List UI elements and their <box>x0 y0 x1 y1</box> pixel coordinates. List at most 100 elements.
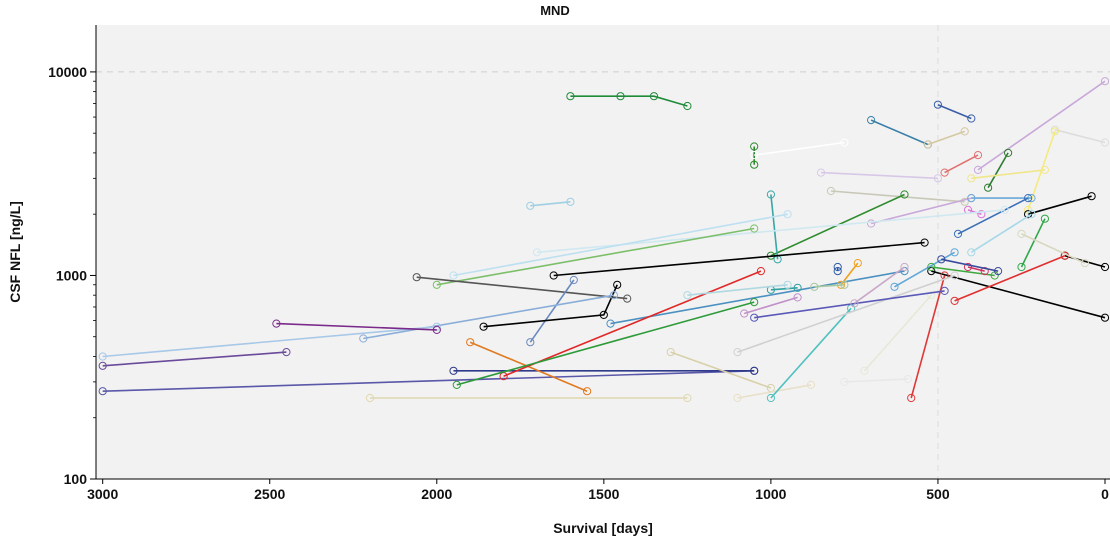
data-point <box>937 255 946 264</box>
data-point <box>1100 262 1110 272</box>
data-point <box>452 380 461 389</box>
data-point <box>733 393 742 403</box>
data-point <box>449 366 458 375</box>
series-52 <box>733 271 959 357</box>
data-point <box>583 387 592 396</box>
data-point <box>1050 127 1060 136</box>
data-point <box>783 280 792 289</box>
series-line <box>1054 128 1106 144</box>
series-line <box>743 296 798 315</box>
data-point <box>432 280 441 289</box>
series-line <box>363 294 615 340</box>
data-point <box>750 142 759 151</box>
series-line <box>910 275 946 399</box>
series-56 <box>683 280 792 300</box>
data-point <box>960 197 969 206</box>
data-point <box>683 393 692 403</box>
data-point <box>1100 313 1110 322</box>
data-point <box>806 380 816 389</box>
series-line <box>102 325 437 358</box>
series-line <box>967 266 985 272</box>
series-line <box>1020 218 1046 268</box>
series-line <box>931 270 1106 319</box>
series-layer <box>98 77 1110 403</box>
series-line <box>844 378 908 383</box>
data-point <box>750 160 759 169</box>
data-point <box>566 92 575 101</box>
data-point <box>840 280 849 289</box>
data-point <box>973 165 983 174</box>
data-point <box>740 309 749 318</box>
series-line <box>863 294 932 372</box>
axes: 3000 2500 2000 1500 1000 500 0 100 1000 10000 <box>48 25 1110 502</box>
data-point <box>1024 194 1033 203</box>
data-point <box>1004 148 1013 157</box>
data-point <box>950 271 959 280</box>
data-point <box>1027 210 1036 219</box>
series-line <box>754 141 845 156</box>
series-line <box>416 276 628 300</box>
data-point <box>683 291 692 300</box>
series-line <box>944 154 979 174</box>
series-6 <box>750 138 849 160</box>
series-line <box>927 130 965 146</box>
data-point <box>1017 262 1026 272</box>
series-line <box>870 119 929 146</box>
data-point <box>903 374 913 384</box>
data-point <box>1100 138 1110 147</box>
series-51 <box>860 291 936 375</box>
series-line <box>954 254 1066 302</box>
series-line <box>977 80 1106 171</box>
data-point <box>623 294 632 303</box>
y-tick-label: 1000 <box>56 267 87 283</box>
data-point <box>412 273 421 282</box>
series-line <box>814 284 845 288</box>
series-59 <box>810 280 849 291</box>
series-28 <box>549 238 929 280</box>
series-47 <box>733 380 816 403</box>
data-point <box>840 377 849 386</box>
data-point <box>927 291 936 300</box>
data-point <box>940 286 949 295</box>
series-line <box>957 197 1029 235</box>
data-point <box>766 393 776 403</box>
series-line <box>770 194 779 260</box>
series-2 <box>933 100 976 123</box>
x-axis-label: Survival [days] <box>553 520 653 536</box>
y-tick-label: 10000 <box>48 64 87 80</box>
data-point <box>793 283 802 292</box>
data-point <box>810 282 819 291</box>
data-point <box>432 325 441 334</box>
data-point <box>599 310 608 319</box>
series-10 <box>940 151 983 177</box>
series-line <box>754 290 945 319</box>
series-32 <box>412 273 632 303</box>
data-point <box>933 100 943 109</box>
data-point <box>750 224 759 233</box>
data-point <box>920 238 929 247</box>
data-point <box>940 168 949 177</box>
data-point <box>649 92 659 101</box>
data-point <box>840 138 849 147</box>
series-line <box>436 227 755 286</box>
data-point <box>967 114 976 123</box>
data-point <box>733 348 742 357</box>
data-point <box>900 190 909 199</box>
data-point <box>1040 214 1050 223</box>
data-point <box>1080 259 1090 268</box>
data-point <box>853 259 862 268</box>
series-14 <box>826 186 969 206</box>
data-point <box>960 127 969 136</box>
series-26 <box>449 210 792 280</box>
data-point <box>833 267 842 276</box>
series-line <box>503 270 762 377</box>
chart-title: MND <box>540 3 570 18</box>
x-tick-label: 3000 <box>87 486 118 502</box>
x-tick-label: 2500 <box>254 486 285 502</box>
series-line <box>687 284 788 296</box>
series-line <box>737 384 812 399</box>
data-point <box>479 322 488 331</box>
series-line <box>971 169 1045 180</box>
data-point <box>867 219 876 228</box>
